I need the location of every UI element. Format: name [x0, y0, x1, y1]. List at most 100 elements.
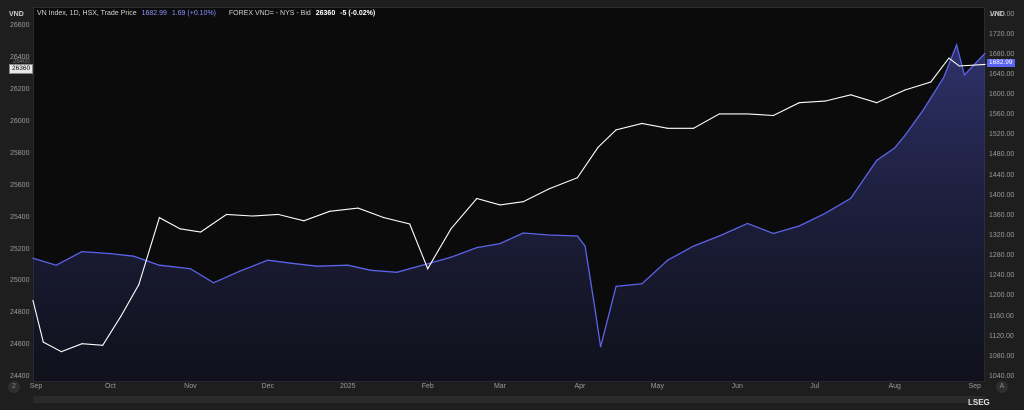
x-tick-label: 2025 [339, 383, 356, 390]
fx-point [747, 113, 749, 115]
fx-point [597, 146, 599, 149]
fx-point [120, 315, 122, 318]
fx-point [930, 81, 932, 83]
fx-point [450, 228, 452, 230]
vnindex-point [894, 147, 896, 149]
fx-point [383, 217, 385, 219]
legend-series1-change: 1.69 (+0.10%) [171, 10, 216, 17]
vnindex-point [370, 269, 372, 271]
fx-point [522, 201, 524, 203]
vnindex-area-fill [33, 44, 985, 383]
vnindex-last-price-tag: 1682.99 [987, 59, 1015, 67]
fx-point [200, 231, 202, 233]
vnindex-point [599, 346, 602, 348]
vnindex-point [747, 222, 749, 225]
fx-point [32, 300, 34, 302]
legend-series2-change: -5 (-0.02%) [340, 10, 376, 17]
fx-point [427, 268, 429, 270]
fx-point [409, 223, 411, 225]
fx-point [667, 127, 669, 129]
right-tick-label: 1440.00 [989, 171, 1015, 179]
vnindex-point [427, 263, 429, 265]
fx-point [904, 89, 906, 91]
legend-series1-value: 1682.99 [141, 10, 167, 17]
left-axis-unit: VND [9, 11, 24, 18]
left-tick-label: 26200 [10, 85, 30, 93]
left-tick-label: 25800 [10, 149, 30, 157]
x-tick-label: Apr [574, 383, 586, 390]
fx-point [548, 188, 550, 190]
left-price-axis[interactable]: VND 26600 26400 26200 26000 25800 25600 25400 2… [0, 7, 33, 382]
vnindex-point [396, 271, 398, 273]
left-axis-settings-button[interactable]: 2 [8, 381, 20, 393]
fx-point [81, 343, 83, 345]
right-price-axis[interactable]: VND 1760.00 1720.00 1680.00 1640.00 1600.00 1… [985, 7, 1024, 382]
fx-point [102, 344, 104, 346]
x-tick-label: Dec [261, 383, 274, 390]
fx-point [225, 213, 228, 216]
left-tick-label: 24800 [10, 309, 30, 317]
left-tick-label: 24600 [10, 341, 30, 349]
fx-point [357, 207, 359, 209]
vnindex-point [548, 234, 550, 236]
right-tick-label: 1600.00 [989, 91, 1015, 99]
vnindex-point [347, 264, 349, 266]
vnindex-point [667, 259, 669, 261]
vnindex-point [267, 259, 269, 261]
legend-series2-name: FOREX VND= - NYS - Bid [228, 10, 311, 17]
right-tick-label: 1720.00 [989, 30, 1015, 38]
right-tick-label: 1040.00 [989, 372, 1015, 380]
fx-point [850, 94, 852, 96]
fx-point [42, 341, 44, 343]
vnindex-point [984, 52, 986, 54]
vnindex-point [576, 235, 578, 237]
vnindex-point [956, 44, 958, 46]
vnindex-point [943, 76, 945, 79]
x-tick-label: Aug [888, 383, 901, 390]
vnindex-point [189, 268, 191, 270]
vnindex-point [158, 264, 161, 266]
vnindex-point [476, 247, 478, 249]
left-tick-label: 24400 [10, 373, 30, 381]
vnindex-point [641, 283, 643, 285]
fx-point [718, 113, 720, 115]
right-tick-label: 1640.00 [989, 70, 1015, 78]
fx-point [60, 351, 62, 353]
fx-point [692, 127, 695, 129]
vnindex-point [615, 285, 617, 287]
right-tick-label: 1320.00 [989, 232, 1015, 240]
fx-point [158, 217, 161, 219]
right-tick-label: 1360.00 [989, 211, 1015, 219]
fx-point [251, 215, 253, 217]
vnindex-point [133, 255, 135, 257]
time-axis[interactable]: Sep Oct Nov Dec 2025 Feb Mar Apr May Jun Jul Aug Sep [29, 382, 985, 396]
vnindex-point [922, 109, 924, 111]
x-tick-label: Jun [731, 383, 743, 390]
fx-point [576, 177, 578, 179]
vnindex-point [238, 270, 240, 272]
legend-series1-name: VN Index, 1D, HSX, Trade Price [37, 10, 137, 17]
left-hidden-tick: 26400 [13, 59, 30, 65]
vnindex-point [499, 242, 501, 245]
fx-point [303, 220, 305, 222]
fx-last-price-tag: 26360 [9, 64, 34, 74]
x-tick-label: Sep [29, 383, 43, 390]
x-tick-label: Jul [810, 383, 820, 390]
x-tick-label: Feb [421, 383, 434, 390]
fx-point [798, 102, 800, 104]
right-tick-label: 1160.00 [989, 312, 1014, 320]
vnindex-point [450, 256, 452, 258]
right-tick-label: 1400.00 [989, 191, 1015, 199]
right-tick-label: 1480.00 [989, 151, 1015, 159]
right-tick-label: 1560.00 [989, 111, 1015, 119]
x-tick-label: Sep [968, 383, 981, 390]
fx-point [772, 114, 775, 117]
vnindex-point [81, 251, 83, 253]
vnindex-point [824, 212, 826, 214]
auto-scale-button[interactable]: A [996, 381, 1008, 393]
vnindex-point [32, 257, 34, 259]
fx-point [138, 284, 140, 286]
fx-point [499, 204, 501, 206]
time-scrollbar[interactable] [33, 396, 985, 403]
